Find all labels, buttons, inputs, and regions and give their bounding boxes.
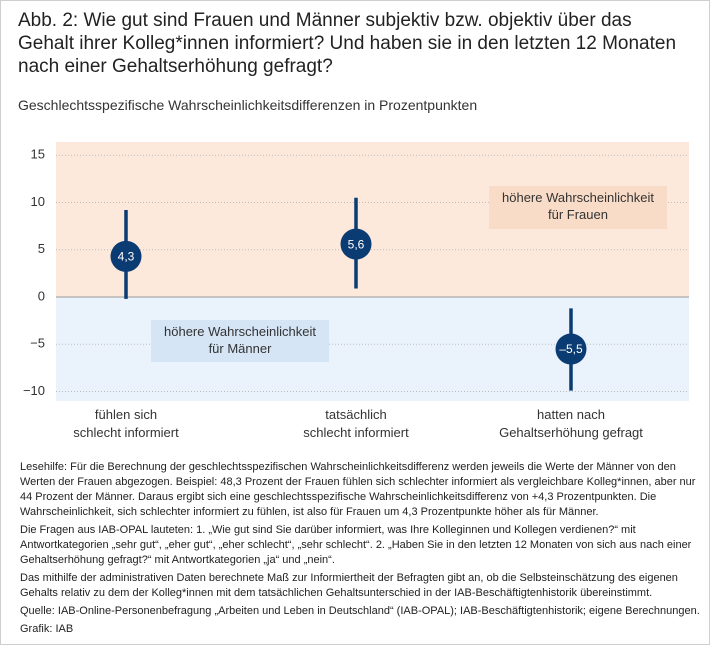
note: Lesehilfe: Für die Berechnung der geschl… bbox=[20, 461, 696, 518]
annotation-box bbox=[151, 320, 329, 362]
note: Die Fragen aus IAB-OPAL lauteten: 1. „Wi… bbox=[20, 524, 692, 566]
annotation: höhere Wahrscheinlichkeit für Frauen bbox=[502, 190, 654, 222]
note: Quelle: IAB-Online-Personenbefragung „Ar… bbox=[20, 605, 700, 617]
note: Das mithilfe der administrativen Daten b… bbox=[20, 572, 678, 599]
y-tick-label: 5 bbox=[38, 241, 45, 256]
value-label: 5,6 bbox=[348, 237, 365, 251]
value-label: 4,3 bbox=[118, 250, 135, 264]
x-tick-label: hatten nach Gehaltserhöhung gefragt bbox=[499, 407, 643, 440]
chart-subtitle: Geschlechtsspezifische Wahrscheinlichkei… bbox=[18, 97, 478, 113]
value-label: –5,5 bbox=[559, 342, 583, 356]
y-tick-label: −5 bbox=[30, 336, 45, 351]
negative-band bbox=[56, 297, 689, 401]
y-tick-label: 15 bbox=[31, 147, 45, 162]
dot bbox=[555, 333, 587, 365]
dot bbox=[340, 228, 372, 260]
x-tick-label: tatsächlich schlecht informiert bbox=[303, 407, 409, 440]
annotation: höhere Wahrscheinlichkeit für Männer bbox=[164, 324, 316, 356]
note: Grafik: IAB bbox=[20, 623, 74, 635]
notes: Lesehilfe: Für die Berechnung der geschl… bbox=[20, 460, 700, 640]
dot bbox=[110, 240, 142, 272]
y-tick-label: −10 bbox=[23, 383, 45, 398]
annotation-box bbox=[489, 186, 667, 229]
y-tick-label: 10 bbox=[31, 194, 45, 209]
x-tick-label: fühlen sich schlecht informiert bbox=[73, 407, 179, 440]
chart: 15 10 5 0 −5 −10 höhere Wahrscheinlichkeit für … bbox=[23, 142, 689, 440]
chart-title: Abb. 2: Wie gut sind Frauen und Männer s… bbox=[18, 10, 677, 77]
y-tick-label: 0 bbox=[38, 288, 45, 303]
